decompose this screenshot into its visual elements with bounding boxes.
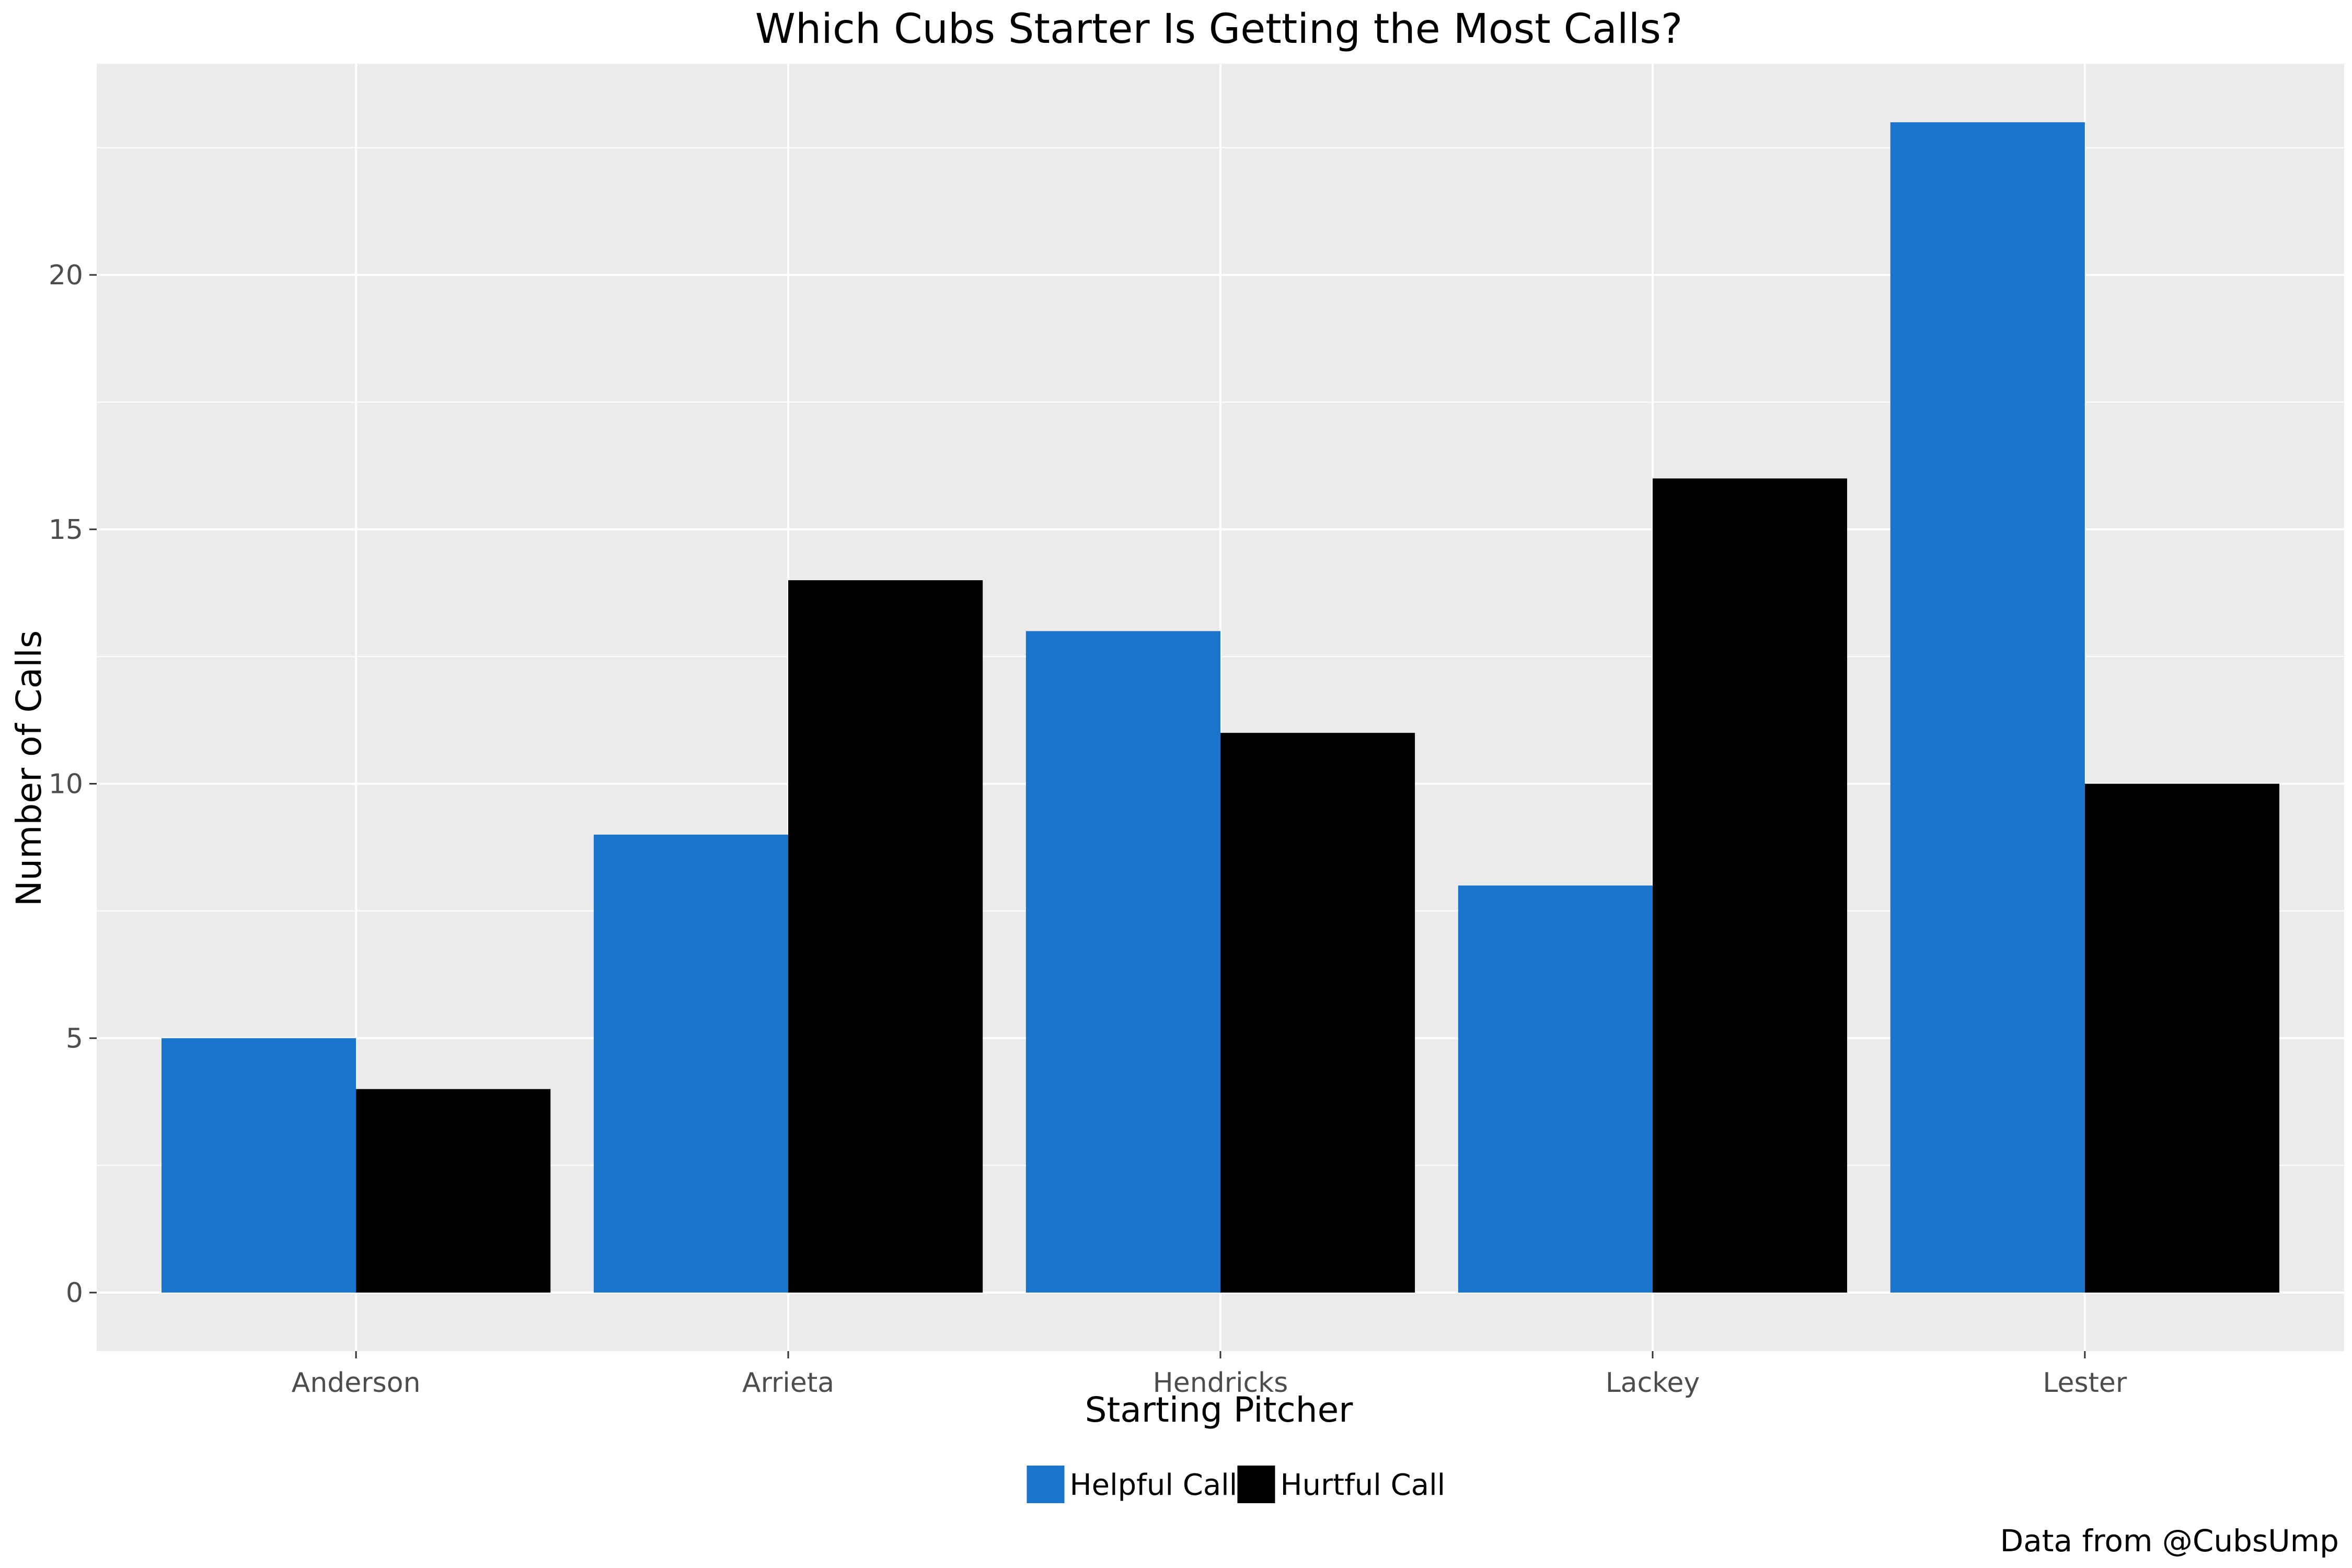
x-tick-label: Hendricks [1153, 1367, 1288, 1399]
source-caption: Data from @CubsUmp [2000, 1523, 2339, 1559]
x-axis-title: Starting Pitcher [1085, 1390, 1354, 1430]
x-tick-label: Arrieta [742, 1367, 834, 1399]
bar-anderson-hurtful-call [356, 1089, 551, 1293]
y-tick-label: 0 [66, 1277, 83, 1309]
legend-key-hurtful-call [1237, 1466, 1275, 1503]
bar-hendricks-helpful-call [1025, 631, 1220, 1293]
legend-label: Hurtful Call [1281, 1468, 1446, 1502]
x-tick-label: Lester [2043, 1367, 2127, 1399]
chart-title: Which Cubs Starter Is Getting the Most C… [755, 6, 1683, 53]
bar-lester-helpful-call [1890, 122, 2085, 1293]
x-tick-label: Anderson [292, 1367, 421, 1399]
bar-lester-hurtful-call [2084, 783, 2279, 1293]
legend-key-helpful-call [1027, 1466, 1065, 1503]
bar-lackey-hurtful-call [1652, 478, 1848, 1293]
y-tick-label: 5 [66, 1023, 83, 1054]
legend: Helpful Call Hurtful Call [1027, 1466, 1446, 1503]
bar-anderson-helpful-call [162, 1038, 356, 1293]
bar-lackey-helpful-call [1458, 885, 1653, 1293]
bar-hendricks-hurtful-call [1220, 733, 1415, 1293]
x-tick-label: Lackey [1606, 1367, 1700, 1399]
y-tick-label: 20 [49, 260, 83, 291]
bar-arrieta-helpful-call [593, 834, 789, 1293]
y-axis-title: Number of Calls [9, 630, 49, 906]
bar-arrieta-hurtful-call [788, 580, 983, 1293]
plot-area: 0 5 10 15 20 Anderson Arrieta Hendricks Lackey Le… [49, 64, 2344, 1399]
y-tick-label: 15 [49, 514, 83, 546]
y-tick-label: 10 [49, 769, 83, 800]
legend-label: Helpful Call [1070, 1468, 1238, 1502]
